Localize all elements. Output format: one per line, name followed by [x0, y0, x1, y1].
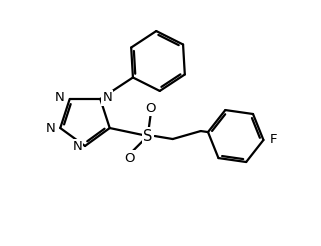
Text: N: N	[55, 92, 65, 105]
Text: S: S	[143, 128, 152, 143]
Text: N: N	[46, 122, 55, 135]
Text: F: F	[269, 134, 277, 147]
Text: O: O	[125, 152, 135, 165]
Text: N: N	[102, 92, 112, 105]
Text: N: N	[72, 140, 82, 154]
Text: O: O	[145, 102, 156, 115]
